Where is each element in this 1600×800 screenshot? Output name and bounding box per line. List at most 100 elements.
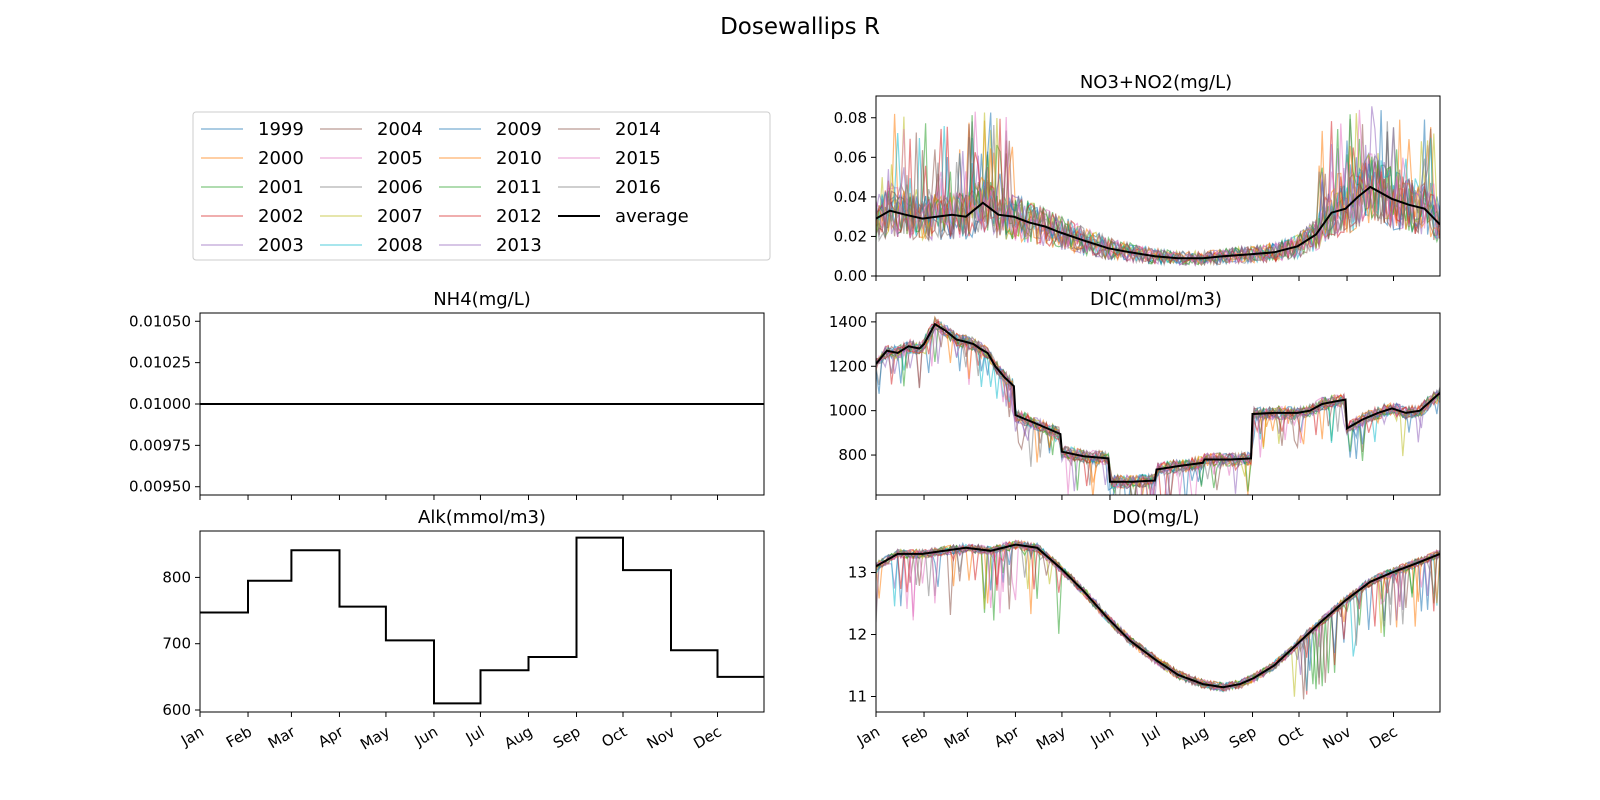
- ytick-label-no3-0: 0.00: [834, 267, 867, 285]
- panel-title-dic: DIC(mmol/m3): [1090, 289, 1222, 310]
- legend-items: 1999 2000 2001 2002 2003 2004 2005 2006 2007 2008…: [201, 119, 689, 256]
- series-line-dic-average: [876, 322, 1440, 483]
- ytick-label-nh4-4: 0.01050: [129, 312, 191, 330]
- legend-label-2005: 2005: [377, 148, 423, 169]
- series-group-dic: [876, 315, 1440, 495]
- xtick-label-do-8: Sep: [1226, 723, 1259, 753]
- xtick-label-alk-4: May: [357, 722, 393, 753]
- series-group-no3: [876, 106, 1440, 268]
- ytick-label-alk-1: 700: [162, 635, 191, 653]
- series-group-alk: [200, 536, 764, 705]
- panel-title-do: DO(mg/L): [1112, 507, 1199, 528]
- legend-label-2014: 2014: [615, 119, 661, 140]
- series-line-no3-average: [876, 185, 1440, 260]
- ytick-label-nh4-1: 0.00975: [129, 436, 191, 454]
- axes-frame-no3: [875, 95, 1441, 277]
- xtick-label-alk-9: Oct: [599, 722, 631, 751]
- legend-label-1999: 1999: [258, 119, 304, 140]
- legend-label-2012: 2012: [496, 206, 542, 227]
- xtick-label-alk-5: Jun: [411, 723, 441, 751]
- axes-frame-alk: [199, 530, 765, 713]
- plot-no3: 0.00 0.02 0.04 0.06 0.08: [834, 95, 1441, 285]
- ytick-label-dic-3: 1400: [829, 313, 867, 331]
- xtick-label-do-5: Jun: [1087, 723, 1117, 751]
- panel-do: DO(mg/L) 11 12 13 Jan Feb Mar Apr May Jun Jul Aug S…: [848, 507, 1441, 754]
- plot-nh4: 0.00950 0.00975 0.01000 0.01025 0.01050: [129, 312, 765, 500]
- panel-title-nh4: NH4(mg/L): [433, 289, 531, 310]
- series-group-do: [876, 539, 1440, 700]
- series-line-alk-average: [200, 536, 764, 705]
- panel-dic: DIC(mmol/m3) 800 1000 1200 1400: [829, 289, 1441, 500]
- legend: 1999 2000 2001 2002 2003 2004 2005 2006 2007 2008…: [192, 111, 771, 261]
- axes-frame-dic: [875, 312, 1441, 496]
- ytick-label-dic-1: 1000: [829, 402, 867, 420]
- series-line-do-2016: [876, 543, 1440, 692]
- legend-label-2010: 2010: [496, 148, 542, 169]
- ytick-label-dic-2: 1200: [829, 357, 867, 375]
- series-line-do-average: [876, 543, 1440, 689]
- ytick-label-no3-3: 0.06: [834, 148, 867, 166]
- ytick-label-do-0: 11: [848, 688, 867, 706]
- series-line-no3-2014: [876, 124, 1440, 265]
- xtick-label-alk-8: Sep: [550, 723, 583, 753]
- ytick-label-nh4-0: 0.00950: [129, 478, 191, 496]
- legend-label-2009: 2009: [496, 119, 542, 140]
- legend-label-2013: 2013: [496, 235, 542, 256]
- panel-alk: Alk(mmol/m3) 600 700 800 Jan Feb Mar Apr May Jun…: [162, 507, 765, 754]
- legend-label-2004: 2004: [377, 119, 423, 140]
- legend-label-average: average: [615, 206, 689, 227]
- panel-no3: NO3+NO2(mg/L) 0.00 0.02 0.04 0.06 0.08: [834, 72, 1441, 285]
- xtick-label-do-9: Oct: [1275, 722, 1307, 751]
- panel-nh4: NH4(mg/L) 0.009500.009750.010000.010250.…: [129, 289, 765, 500]
- ytick-label-alk-2: 800: [162, 568, 191, 586]
- xtick-label-alk-3: Apr: [315, 722, 347, 751]
- legend-frame: [192, 111, 771, 261]
- ytick-label-nh4-3: 0.01025: [129, 354, 191, 372]
- xtick-label-do-3: Apr: [991, 722, 1023, 751]
- legend-label-2000: 2000: [258, 148, 304, 169]
- plot-do: 11 12 13 Jan Feb Mar Apr May Jun Jul Aug Sep Oct Nov D…: [848, 530, 1441, 754]
- ytick-label-do-2: 13: [848, 564, 867, 582]
- legend-label-2001: 2001: [258, 177, 304, 198]
- legend-label-2011: 2011: [496, 177, 542, 198]
- ytick-label-no3-2: 0.04: [834, 188, 867, 206]
- plot-alk: 600 700 800 Jan Feb Mar Apr May Jun Jul Aug Sep Oct N…: [162, 530, 765, 754]
- xtick-label-alk-0: Jan: [177, 723, 207, 751]
- ytick-label-no3-4: 0.08: [834, 109, 867, 127]
- ytick-label-nh4-2: 0.01000: [129, 395, 191, 413]
- xtick-label-alk-2: Mar: [265, 722, 299, 752]
- panel-title-no3: NO3+NO2(mg/L): [1080, 72, 1232, 93]
- xtick-label-alk-6: Jul: [462, 723, 488, 748]
- xtick-label-alk-10: Nov: [644, 722, 678, 752]
- legend-label-2006: 2006: [377, 177, 423, 198]
- legend-label-2002: 2002: [258, 206, 304, 227]
- ytick-label-no3-1: 0.02: [834, 227, 867, 245]
- xtick-label-do-7: Aug: [1177, 723, 1211, 753]
- xtick-label-do-10: Nov: [1320, 722, 1354, 752]
- legend-label-2008: 2008: [377, 235, 423, 256]
- legend-label-2007: 2007: [377, 206, 423, 227]
- xtick-label-do-4: May: [1033, 722, 1069, 753]
- figure-title: Dosewallips R: [720, 14, 880, 40]
- ytick-label-do-1: 12: [848, 626, 867, 644]
- series-line-dic-2002: [876, 318, 1440, 495]
- xtick-label-do-11: Dec: [1366, 723, 1400, 753]
- xtick-label-do-1: Feb: [899, 723, 931, 752]
- ytick-label-alk-0: 600: [162, 701, 191, 719]
- xtick-label-alk-11: Dec: [690, 723, 724, 753]
- legend-label-2015: 2015: [615, 148, 661, 169]
- xtick-label-do-2: Mar: [941, 722, 975, 752]
- xtick-label-alk-7: Aug: [501, 723, 535, 753]
- xtick-label-do-0: Jan: [853, 723, 883, 751]
- plot-dic: 800 1000 1200 1400: [829, 312, 1441, 500]
- series-line-dic-2000: [876, 325, 1440, 495]
- panel-title-alk: Alk(mmol/m3): [418, 507, 546, 528]
- legend-label-2016: 2016: [615, 177, 661, 198]
- xtick-label-do-6: Jul: [1138, 723, 1164, 748]
- axes-frame-do: [875, 530, 1441, 713]
- ytick-label-dic-0: 800: [838, 446, 867, 464]
- xtick-label-alk-1: Feb: [223, 723, 255, 752]
- series-line-no3-2015: [876, 109, 1440, 266]
- legend-label-2003: 2003: [258, 235, 304, 256]
